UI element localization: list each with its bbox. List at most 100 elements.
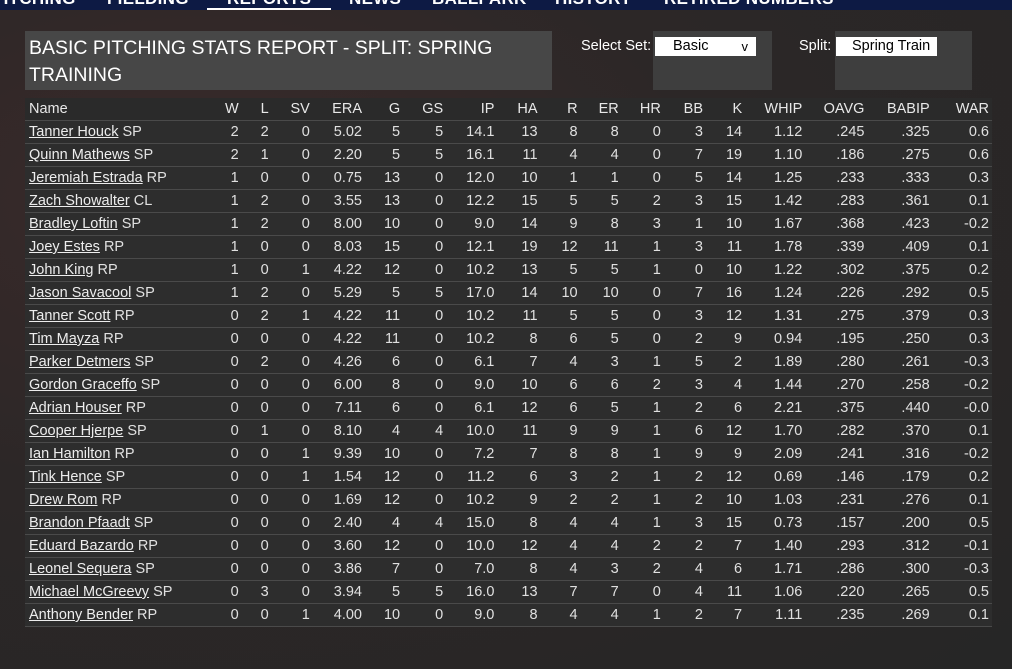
tab-ballpark[interactable]: BALLPARK (432, 0, 527, 9)
player-position: SP (105, 469, 126, 485)
stat-gs: 0 (400, 465, 444, 489)
stat-era: 4.26 (309, 350, 362, 374)
stat-hr: 1 (618, 258, 661, 282)
player-name-link[interactable]: Eduard Bazardo (29, 538, 134, 554)
stat-hr: 1 (618, 603, 661, 627)
tab-news[interactable]: NEWS (349, 0, 401, 9)
stat-babip: .370 (864, 419, 930, 443)
column-header-sv[interactable]: SV (268, 98, 310, 121)
table-row: Drew Rom RP 0 0 0 1.69 12 0 10.2 9 2 2 1 2 10 1.03.231… (25, 488, 992, 512)
top-nav: PITCHING FIELDING REPORTS NEWS BALLPARK … (0, 0, 1012, 10)
player-name-link[interactable]: Tink Hence (29, 469, 102, 485)
stat-babip: .409 (864, 235, 930, 259)
tab-history[interactable]: HISTORY (555, 0, 632, 9)
table-row: Jason Savacool SP 1 2 0 5.29 5 5 17.0 14 10 10 0 7 16… (25, 281, 992, 305)
player-name-link[interactable]: Jeremiah Estrada (29, 170, 143, 186)
tab-retired-numbers[interactable]: RETIRED NUMBERS (664, 0, 834, 9)
stat-ip: 16.1 (443, 143, 495, 167)
tab-reports[interactable]: REPORTS (206, 0, 332, 10)
stat-era: 4.22 (309, 258, 362, 282)
player-name-link[interactable]: Adrian Houser (29, 400, 122, 416)
stat-sv: 0 (268, 396, 310, 420)
stat-oavg: .220 (802, 580, 865, 604)
stat-babip: .423 (864, 212, 930, 236)
stat-r: 12 (537, 235, 578, 259)
player-name-link[interactable]: Drew Rom (29, 492, 98, 508)
column-header-war[interactable]: WAR (929, 98, 992, 121)
tab-pitching[interactable]: PITCHING (0, 0, 76, 9)
player-name-link[interactable]: Cooper Hjerpe (29, 423, 124, 439)
stat-whip: 1.03 (742, 488, 803, 512)
player-name-link[interactable]: John King (29, 262, 94, 278)
player-name-link[interactable]: Ian Hamilton (29, 446, 111, 462)
player-name-link[interactable]: Quinn Mathews (29, 147, 130, 163)
column-header-er[interactable]: ER (577, 98, 619, 121)
stat-hr: 2 (618, 557, 661, 581)
stat-w: 1 (218, 166, 239, 190)
stat-r: 1 (537, 166, 578, 190)
player-name-link[interactable]: Joey Estes (29, 239, 100, 255)
stat-oavg: .368 (802, 212, 865, 236)
column-header-w[interactable]: W (218, 98, 239, 121)
player-position: SP (140, 377, 161, 393)
column-header-l[interactable]: L (238, 98, 269, 121)
stat-ha: 10 (494, 373, 538, 397)
player-name-link[interactable]: Bradley Loftin (29, 216, 118, 232)
stat-war: 0.3 (929, 304, 992, 328)
stat-g: 13 (362, 189, 401, 213)
stat-era: 9.39 (309, 442, 362, 466)
stat-era: 8.03 (309, 235, 362, 259)
stat-era: 5.29 (309, 281, 362, 305)
stat-era: 3.60 (309, 534, 362, 558)
player-name-link[interactable]: Tanner Scott (29, 308, 111, 324)
column-header-whip[interactable]: WHIP (742, 98, 803, 121)
player-name-link[interactable]: Gordon Graceffo (29, 377, 137, 393)
player-name-link[interactable]: Tanner Houck (29, 124, 119, 140)
player-name-link[interactable]: Michael McGreevy (29, 584, 150, 600)
stat-sv: 0 (268, 511, 310, 535)
player-name-link[interactable]: Brandon Pfaadt (29, 515, 130, 531)
stat-gs: 0 (400, 373, 444, 397)
stat-gs: 5 (400, 120, 444, 144)
column-header-ha[interactable]: HA (494, 98, 538, 121)
player-name-link[interactable]: Anthony Bender (29, 607, 133, 623)
split-dropdown[interactable]: Spring Train (836, 37, 937, 56)
column-header-era[interactable]: ERA (309, 98, 362, 121)
stat-k: 14 (703, 120, 743, 144)
select-set-dropdown[interactable]: Basic v (655, 37, 756, 56)
stat-g: 13 (362, 166, 401, 190)
stat-er: 3 (577, 350, 619, 374)
player-name-link[interactable]: Jason Savacool (29, 285, 132, 301)
column-header-g[interactable]: G (362, 98, 401, 121)
stat-hr: 2 (618, 534, 661, 558)
column-header-gs[interactable]: GS (400, 98, 444, 121)
table-row: Cooper Hjerpe SP 0 1 0 8.10 4 4 10.0 11 9 9 1 6 12 1.7… (25, 419, 992, 443)
column-header-hr[interactable]: HR (618, 98, 661, 121)
column-header-oavg[interactable]: OAVG (802, 98, 865, 121)
stat-gs: 5 (400, 580, 444, 604)
stat-hr: 0 (618, 281, 661, 305)
player-name-link[interactable]: Parker Detmers (29, 354, 131, 370)
stat-er: 1 (577, 166, 619, 190)
player-name-link[interactable]: Tim Mayza (29, 331, 100, 347)
column-header-bb[interactable]: BB (660, 98, 703, 121)
tab-fielding[interactable]: FIELDING (107, 0, 189, 9)
stat-ha: 7 (494, 350, 538, 374)
player-name-link[interactable]: Leonel Sequera (29, 561, 132, 577)
column-header-k[interactable]: K (703, 98, 743, 121)
stat-hr: 2 (618, 373, 661, 397)
column-header-babip[interactable]: BABIP (864, 98, 930, 121)
stat-oavg: .375 (802, 396, 865, 420)
player-position: SP (133, 147, 154, 163)
table-row: Parker Detmers SP 0 2 0 4.26 6 0 6.1 7 4 3 1 5 2 1.89.… (25, 350, 992, 374)
stat-gs: 0 (400, 189, 444, 213)
column-header-name[interactable]: Name (25, 98, 219, 121)
column-header-ip[interactable]: IP (443, 98, 495, 121)
stat-war: -0.3 (929, 350, 992, 374)
column-header-r[interactable]: R (537, 98, 578, 121)
player-name-link[interactable]: Zach Showalter (29, 193, 130, 209)
stat-era: 8.10 (309, 419, 362, 443)
player-cell: Gordon Graceffo SP (25, 373, 219, 397)
table-row: Eduard Bazardo RP 0 0 0 3.60 12 0 10.0 12 4 4 2 2 7 1.… (25, 534, 992, 558)
stat-era: 2.20 (309, 143, 362, 167)
